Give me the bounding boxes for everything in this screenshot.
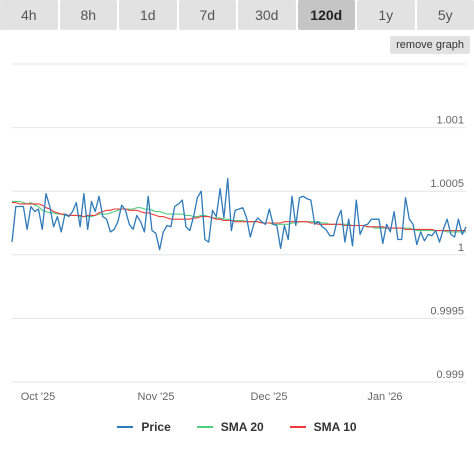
remove-graph-button[interactable]: remove graph bbox=[390, 36, 470, 54]
tab-120d[interactable]: 120d bbox=[297, 0, 355, 30]
x-tick-label: Jan '26 bbox=[367, 391, 402, 403]
price-chart: 0.999 0.9995 1 1.0005 1.001 Oct '25 Nov '25 De… bbox=[11, 63, 467, 403]
tab-1d[interactable]: 1d bbox=[119, 0, 177, 30]
y-tick-label: 1 bbox=[458, 242, 464, 254]
tab-8h[interactable]: 8h bbox=[59, 0, 117, 30]
legend-swatch-sma20 bbox=[196, 426, 213, 428]
legend-item-price[interactable]: Price bbox=[117, 420, 171, 434]
legend-swatch-sma10 bbox=[289, 426, 306, 428]
tab-4h[interactable]: 4h bbox=[0, 0, 58, 30]
timeframe-tabs: 4h 8h 1d 7d 30d 120d 1y 5y bbox=[0, 0, 474, 30]
legend-item-sma10[interactable]: SMA 10 bbox=[289, 420, 357, 434]
legend-item-sma20[interactable]: SMA 20 bbox=[196, 420, 264, 434]
x-axis: Oct '25 Nov '25 Dec '25 Jan '26 bbox=[21, 391, 403, 403]
y-tick-label: 1.001 bbox=[436, 115, 464, 127]
tab-30d[interactable]: 30d bbox=[238, 0, 296, 30]
chart-series bbox=[11, 177, 467, 251]
chart-legend: Price SMA 20 SMA 10 bbox=[0, 420, 474, 434]
y-tick-label: 0.999 bbox=[436, 369, 464, 381]
tab-7d[interactable]: 7d bbox=[178, 0, 236, 30]
legend-label-sma20: SMA 20 bbox=[220, 420, 264, 434]
y-axis: 0.999 0.9995 1 1.0005 1.001 bbox=[430, 115, 464, 381]
x-tick-label: Dec '25 bbox=[251, 391, 288, 403]
y-tick-label: 1.0005 bbox=[430, 178, 464, 190]
sma10-line bbox=[12, 202, 466, 232]
y-tick-label: 0.9995 bbox=[430, 305, 464, 317]
x-tick-label: Oct '25 bbox=[21, 391, 56, 403]
legend-label-sma10: SMA 10 bbox=[313, 420, 357, 434]
x-tick-label: Nov '25 bbox=[138, 391, 175, 403]
tab-1y[interactable]: 1y bbox=[357, 0, 415, 30]
legend-label-price: Price bbox=[141, 420, 171, 434]
chart-grid bbox=[12, 63, 466, 383]
tab-5y[interactable]: 5y bbox=[416, 0, 474, 30]
price-line bbox=[11, 177, 467, 251]
legend-swatch-price bbox=[117, 426, 134, 428]
